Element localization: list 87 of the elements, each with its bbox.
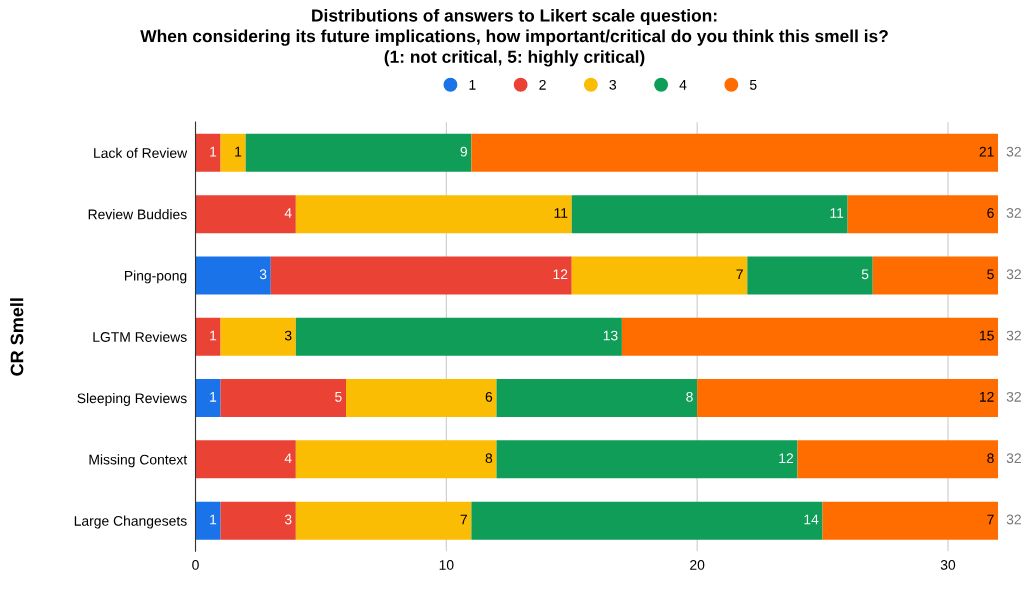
total-label: 32 bbox=[1006, 453, 1021, 464]
bar bbox=[195, 440, 296, 479]
bar bbox=[621, 317, 999, 356]
bar bbox=[195, 195, 296, 234]
data-label: 21 bbox=[979, 146, 994, 157]
y-tick-label: Missing Context bbox=[89, 454, 188, 468]
x-tick-label: 20 bbox=[690, 560, 705, 570]
data-label: 1 bbox=[210, 146, 217, 157]
total-label: 32 bbox=[1006, 391, 1021, 402]
data-label: 12 bbox=[979, 391, 994, 402]
data-label: 7 bbox=[987, 514, 994, 525]
data-label: 7 bbox=[736, 269, 743, 280]
total-label: 32 bbox=[1006, 208, 1021, 218]
data-label: 3 bbox=[284, 514, 292, 525]
bar bbox=[847, 195, 999, 234]
y-tick-label: Large Changesets bbox=[74, 515, 187, 529]
bar bbox=[195, 501, 221, 540]
bar bbox=[496, 379, 698, 418]
bar bbox=[195, 256, 271, 295]
y-tick-label: Ping-pong bbox=[125, 270, 187, 284]
data-label: 8 bbox=[485, 453, 493, 464]
legend-label: 1 bbox=[469, 80, 476, 90]
data-label: 4 bbox=[284, 453, 292, 463]
y-axis-title: CR Smell bbox=[10, 298, 24, 376]
x-tick-label: 10 bbox=[439, 560, 454, 570]
total-label: 32 bbox=[1006, 514, 1021, 525]
total-label: 32 bbox=[1006, 330, 1021, 341]
legend-label: 4 bbox=[679, 80, 687, 90]
y-tick-label: Lack of Review bbox=[94, 147, 188, 158]
data-label: 1 bbox=[235, 146, 242, 157]
bar bbox=[220, 379, 346, 418]
data-label: 14 bbox=[804, 514, 819, 525]
bar bbox=[245, 133, 472, 172]
data-label: 5 bbox=[987, 269, 994, 280]
total-label: 32 bbox=[1006, 146, 1021, 157]
bar bbox=[195, 133, 221, 172]
bar bbox=[496, 440, 798, 479]
legend-label: 5 bbox=[749, 80, 757, 90]
data-label: 7 bbox=[460, 514, 467, 525]
data-label: 1 bbox=[210, 514, 217, 525]
data-label: 6 bbox=[485, 391, 493, 402]
bar bbox=[872, 256, 999, 295]
bar bbox=[195, 379, 221, 418]
data-label: 3 bbox=[259, 269, 267, 280]
legend-label: 3 bbox=[609, 79, 617, 90]
y-tick-label: LGTM Reviews bbox=[93, 331, 187, 342]
data-label: 15 bbox=[979, 330, 994, 341]
bar bbox=[295, 440, 497, 479]
bar bbox=[220, 317, 296, 356]
total-label: 32 bbox=[1006, 269, 1021, 280]
data-label: 5 bbox=[335, 392, 342, 402]
data-label: 12 bbox=[779, 453, 794, 463]
data-label: 8 bbox=[987, 453, 994, 464]
data-label: 4 bbox=[284, 208, 292, 218]
bar bbox=[220, 133, 246, 172]
bar bbox=[697, 379, 999, 418]
data-label: 1 bbox=[210, 330, 217, 341]
bar bbox=[270, 256, 572, 295]
x-tick-label: 30 bbox=[940, 560, 956, 570]
bar bbox=[571, 195, 848, 234]
legend-label: 2 bbox=[539, 79, 546, 90]
chart-title: Distributions of answers to Likert scale question: When considering its future implications, how important/critical do you think this smell is? (1: not critical, 5: highly critical) bbox=[140, 8, 888, 67]
bar bbox=[195, 317, 221, 356]
data-label: 5 bbox=[861, 269, 869, 280]
bar bbox=[571, 256, 748, 295]
y-tick-label: Review Buddies bbox=[88, 209, 187, 220]
bar bbox=[295, 501, 472, 540]
data-label: 3 bbox=[284, 330, 292, 341]
bar bbox=[822, 501, 999, 540]
bar bbox=[220, 501, 296, 540]
data-label: 11 bbox=[830, 208, 844, 218]
bar bbox=[295, 317, 622, 356]
bar bbox=[471, 133, 999, 172]
data-label: 11 bbox=[554, 208, 568, 218]
data-label: 9 bbox=[460, 146, 467, 157]
bar bbox=[295, 195, 572, 234]
data-label: 1 bbox=[210, 392, 217, 402]
data-label: 13 bbox=[603, 330, 618, 341]
bar bbox=[471, 501, 823, 540]
data-label: 12 bbox=[553, 269, 568, 280]
bar bbox=[797, 440, 999, 479]
x-tick-label: 0 bbox=[192, 560, 199, 570]
bar bbox=[346, 379, 497, 418]
data-label: 6 bbox=[987, 208, 994, 218]
y-tick-label: Sleeping Reviews bbox=[77, 393, 187, 406]
data-label: 8 bbox=[686, 391, 693, 402]
bar bbox=[747, 256, 873, 295]
